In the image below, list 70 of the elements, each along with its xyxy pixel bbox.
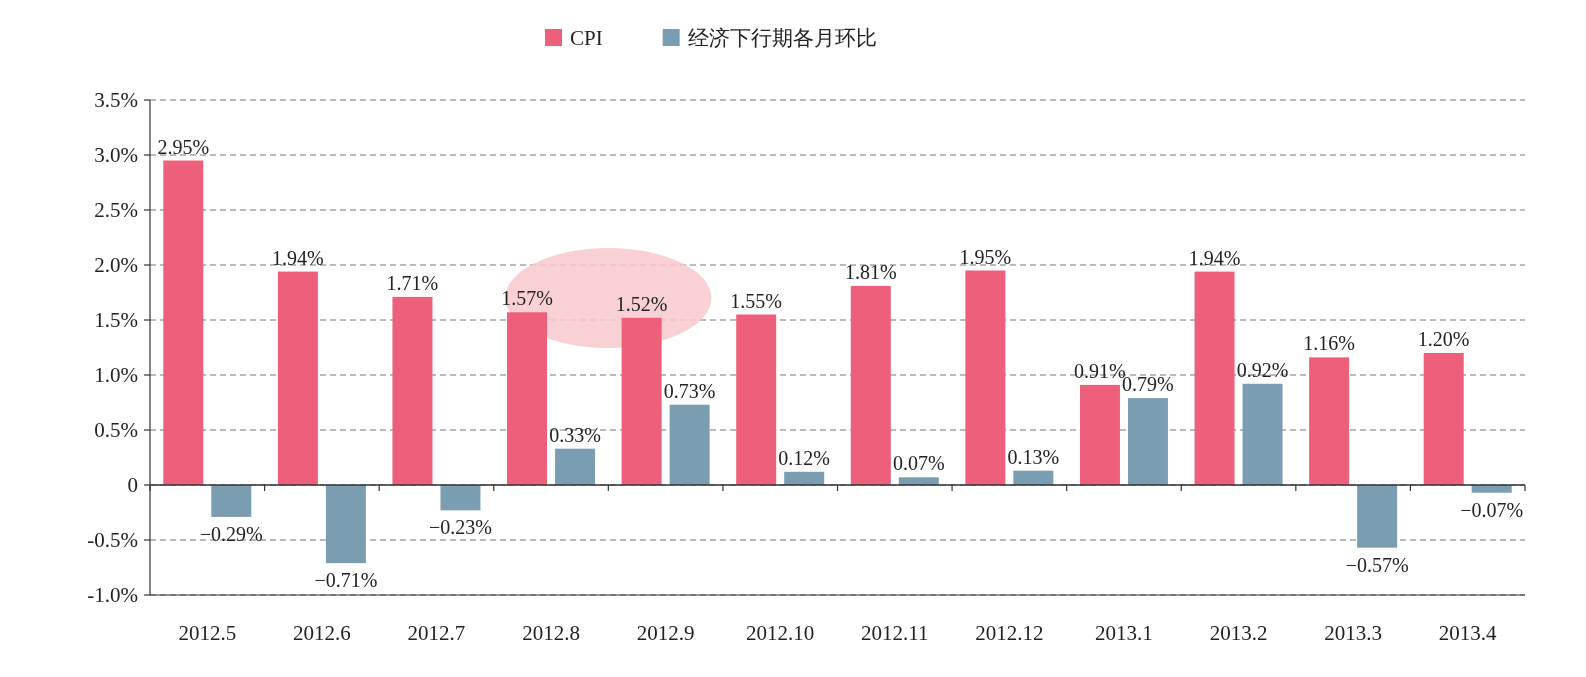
- bar: [392, 296, 433, 485]
- data-label: 1.71%: [386, 271, 439, 294]
- x-tick-label: 2012.6: [293, 621, 351, 645]
- x-tick-label: 2012.7: [407, 621, 466, 645]
- data-label: −0.71%: [314, 569, 378, 592]
- bar: [211, 485, 252, 517]
- y-tick-label: 2.0%: [94, 253, 138, 277]
- x-tick-label: 2013.3: [1324, 621, 1382, 645]
- data-label: 1.95%: [959, 245, 1012, 268]
- bar: [898, 477, 939, 485]
- y-tick-label: 3.0%: [94, 143, 138, 167]
- bar: [1309, 357, 1350, 485]
- x-tick-label: 2012.8: [522, 621, 580, 645]
- data-label: 1.57%: [501, 287, 553, 310]
- data-label: 2.95%: [157, 135, 210, 158]
- data-label: 0.13%: [1007, 445, 1060, 468]
- data-label: 1.52%: [615, 292, 668, 315]
- bar: [1127, 398, 1168, 485]
- y-tick-label: -1.0%: [87, 583, 138, 607]
- bar: [1013, 470, 1054, 485]
- y-tick-label: 1.0%: [94, 363, 138, 387]
- data-label: −0.29%: [199, 522, 263, 545]
- bar: [440, 485, 481, 511]
- legend-label: 经济下行期各月环比: [687, 26, 877, 50]
- y-tick-label: 0: [127, 473, 138, 497]
- data-label: 0.33%: [549, 423, 601, 446]
- bar: [507, 312, 548, 485]
- data-label: −0.57%: [1345, 553, 1409, 576]
- bar: [555, 448, 596, 485]
- y-tick-label: -0.5%: [87, 528, 138, 552]
- bar: [1079, 384, 1120, 485]
- bar: [736, 314, 777, 485]
- x-tick-label: 2013.4: [1438, 621, 1498, 645]
- x-tick-label: 2012.11: [861, 621, 929, 645]
- legend-label: CPI: [570, 26, 603, 50]
- bar: [163, 160, 204, 485]
- data-label: 0.07%: [892, 452, 945, 475]
- data-label: 0.73%: [663, 379, 716, 402]
- bar: [669, 404, 710, 485]
- y-tick-label: 2.5%: [94, 198, 138, 222]
- x-tick-label: 2012.5: [178, 621, 237, 645]
- data-label: 1.16%: [1303, 332, 1355, 355]
- bar: [277, 271, 318, 485]
- bar: [965, 270, 1006, 485]
- data-label: 0.12%: [778, 446, 831, 469]
- bar: [325, 485, 366, 564]
- y-tick-label: 1.5%: [94, 308, 138, 332]
- bar: [1194, 271, 1235, 485]
- bar: [784, 471, 825, 485]
- bar: [850, 285, 891, 485]
- y-tick-label: 0.5%: [94, 418, 138, 442]
- x-tick-label: 2013.1: [1095, 621, 1153, 645]
- data-label: 0.92%: [1236, 358, 1289, 381]
- data-label: 1.81%: [844, 260, 897, 283]
- x-tick-label: 2013.2: [1209, 621, 1268, 645]
- bar: [621, 317, 662, 485]
- x-tick-label: 2012.10: [746, 621, 815, 645]
- x-tick-label: 2012.12: [975, 621, 1044, 645]
- data-label: 1.20%: [1417, 328, 1470, 350]
- data-label: 1.94%: [1188, 246, 1241, 269]
- bar: [1423, 353, 1464, 485]
- data-label: 1.55%: [730, 289, 783, 312]
- bar: [1357, 485, 1398, 548]
- bar: [1471, 485, 1512, 493]
- data-label: 1.94%: [272, 246, 324, 269]
- data-label: −0.07%: [1460, 498, 1524, 521]
- x-tick-label: 2012.9: [636, 621, 695, 645]
- data-label: −0.23%: [428, 516, 492, 539]
- y-tick-label: 3.5%: [94, 88, 138, 112]
- bar: [1242, 383, 1283, 485]
